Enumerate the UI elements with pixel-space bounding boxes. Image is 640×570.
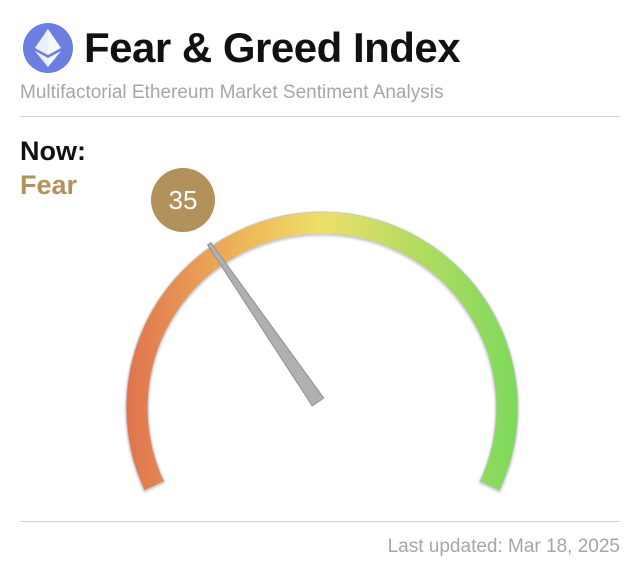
gauge-needle — [206, 241, 325, 407]
page-title: Fear & Greed Index — [84, 24, 461, 71]
sentiment-gauge — [125, 211, 519, 492]
sentiment-label: Fear — [20, 170, 78, 200]
ethereum-icon — [23, 23, 73, 73]
last-updated: Last updated: Mar 18, 2025 — [387, 536, 620, 557]
gauge-arc — [125, 211, 519, 492]
value-badge: 35 — [151, 168, 215, 232]
now-label: Now: — [20, 136, 86, 166]
header: Fear & Greed Index Multifactorial Ethere… — [20, 20, 620, 120]
divider-top — [20, 116, 620, 117]
divider-bottom — [20, 521, 620, 522]
page-subtitle: Multifactorial Ethereum Market Sentiment… — [20, 82, 444, 103]
